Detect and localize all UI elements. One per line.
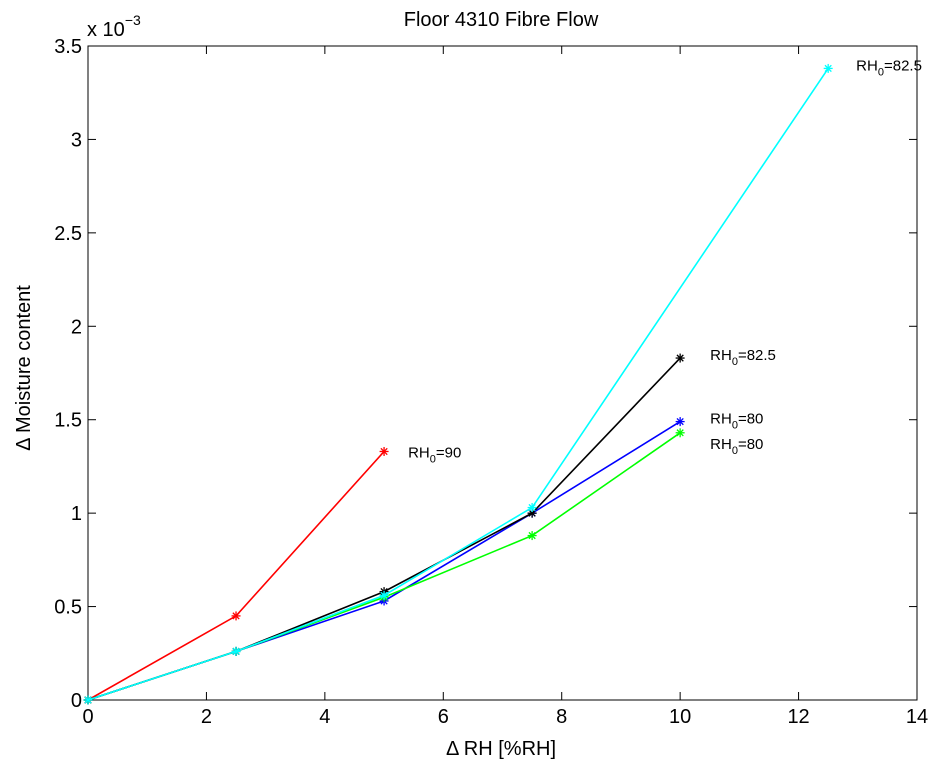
marker-stroke — [232, 612, 240, 620]
series-line — [87, 67, 829, 701]
marker-stroke — [380, 447, 388, 456]
series-label-subscript: 0 — [732, 420, 738, 432]
series-label-base: RH — [710, 436, 732, 453]
marker-stroke — [528, 531, 536, 540]
x-axis-label: Δ RH [%RH] — [446, 738, 556, 760]
marker-stroke — [528, 503, 536, 512]
series-label: RH0=82.5 — [710, 347, 776, 368]
marker-stroke — [84, 696, 92, 704]
x-tick-label: 12 — [787, 706, 809, 728]
y-multiplier-exponent: −3 — [125, 12, 141, 28]
series-marker — [379, 446, 389, 456]
series-marker — [527, 531, 537, 541]
series-marker — [823, 63, 833, 73]
series-marker — [527, 503, 537, 513]
series-line — [87, 450, 385, 701]
chart-title: Floor 4310 Fibre Flow — [404, 9, 599, 31]
series-label-base: RH — [408, 444, 430, 461]
y-tick-label: 2 — [71, 316, 82, 338]
y-tick-label: 1.5 — [54, 410, 82, 432]
series-label-base: RH — [856, 57, 878, 74]
series-label: RH0=82.5 — [856, 57, 922, 78]
marker-stroke — [676, 354, 684, 362]
y-multiplier-base: x 10 — [87, 19, 125, 41]
marker-stroke — [232, 647, 240, 656]
marker-stroke — [380, 591, 388, 600]
series-marker — [231, 646, 241, 656]
y-tick-label: 1 — [71, 503, 82, 525]
series-label-subscript: 0 — [430, 453, 436, 465]
series-label-value: =90 — [436, 444, 461, 461]
marker-stroke — [528, 509, 536, 517]
series-label: RH0=80 — [710, 411, 763, 432]
y-tick-label: 2.5 — [54, 223, 82, 245]
axes: 0 2 4 6 8 10 12 14 0 0.5 1 1.5 2 2.5 3 3.5 — [54, 36, 928, 728]
series-marker — [379, 590, 389, 600]
series: RH0=82.5 — [83, 347, 776, 705]
y-multiplier: x 10−3 — [87, 12, 141, 41]
plot-frame — [87, 45, 918, 701]
series: RH0=82.5 — [83, 57, 922, 705]
y-tick-label: 3.5 — [54, 36, 82, 58]
series-marker — [231, 611, 241, 621]
series-label-value: =80 — [738, 411, 763, 428]
x-tick-label: 4 — [319, 706, 330, 728]
series-label-value: =80 — [738, 436, 763, 453]
y-tick-label: 3 — [71, 129, 82, 151]
series: RH0=80 — [83, 428, 763, 705]
y-axis-label: Δ Moisture content — [13, 285, 35, 451]
x-tick-label: 8 — [556, 706, 567, 728]
series-marker — [675, 353, 685, 363]
marker-stroke — [824, 64, 832, 73]
x-tick-label: 0 — [82, 706, 93, 728]
series-marker — [675, 428, 685, 438]
series-label: RH0=90 — [408, 444, 461, 465]
series-label-subscript: 0 — [732, 356, 738, 368]
series-label-subscript: 0 — [878, 66, 884, 78]
series-label-base: RH — [710, 411, 732, 428]
series-line — [87, 420, 681, 701]
series-label-base: RH — [710, 347, 732, 364]
series-marker — [83, 695, 93, 705]
series-marker — [675, 417, 685, 427]
x-tick-label: 14 — [906, 706, 928, 728]
series-label-subscript: 0 — [732, 445, 738, 457]
series-marker — [527, 508, 537, 518]
marker-stroke — [676, 429, 684, 437]
y-tick-label: 0.5 — [54, 597, 82, 619]
x-tick-label: 10 — [669, 706, 691, 728]
x-tick-label: 6 — [438, 706, 449, 728]
marker-stroke — [676, 417, 684, 426]
series-label: RH0=80 — [710, 436, 763, 457]
y-tick-label: 0 — [71, 690, 82, 712]
series: RH0=90 — [83, 444, 461, 705]
x-tick-label: 2 — [201, 706, 212, 728]
series-label-value: =82.5 — [884, 57, 922, 74]
series-line — [87, 432, 681, 701]
series-label-value: =82.5 — [738, 347, 776, 364]
svg-text:x 10−3: x 10−3 — [87, 12, 141, 41]
